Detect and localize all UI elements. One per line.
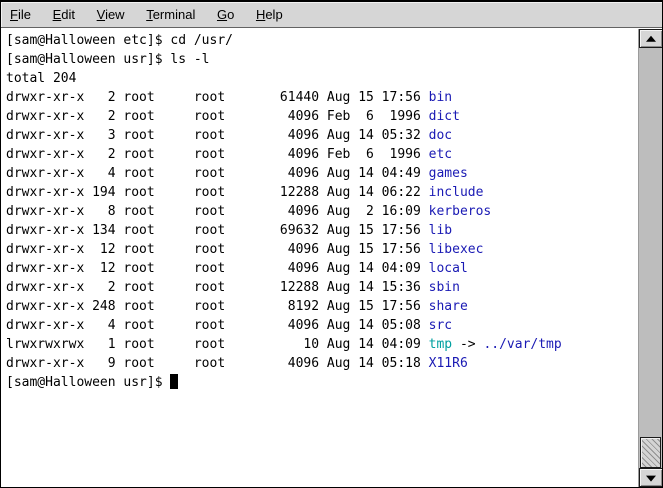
command-text: ls -l bbox=[170, 52, 210, 67]
terminal-line: drwxr-xr-x 12 root root 4096 Aug 15 17:5… bbox=[6, 240, 638, 259]
terminal-line: [sam@Halloween usr]$ ls -l bbox=[6, 50, 638, 69]
entry-name-directory: src bbox=[428, 318, 453, 333]
terminal-line: drwxr-xr-x 12 root root 4096 Aug 14 04:0… bbox=[6, 259, 638, 278]
terminal-line: drwxr-xr-x 134 root root 69632 Aug 15 17… bbox=[6, 221, 638, 240]
entry-name-directory: bin bbox=[428, 90, 453, 105]
entry-name-directory: games bbox=[428, 166, 468, 181]
entry-meta: drwxr-xr-x 3 root root 4096 Aug 14 05:32 bbox=[6, 128, 429, 143]
output-text: total 204 bbox=[6, 71, 77, 86]
entry-meta: drwxr-xr-x 194 root root 12288 Aug 14 06… bbox=[6, 185, 429, 200]
entry-name-directory: share bbox=[428, 299, 468, 314]
menu-edit[interactable]: Edit bbox=[52, 7, 75, 22]
scroll-thumb[interactable] bbox=[640, 437, 661, 468]
terminal-line: drwxr-xr-x 2 root root 61440 Aug 15 17:5… bbox=[6, 88, 638, 107]
symlink-target: ../var/tmp bbox=[483, 337, 562, 352]
scroll-up-button[interactable] bbox=[639, 29, 662, 48]
entry-meta: drwxr-xr-x 248 root root 8192 Aug 15 17:… bbox=[6, 299, 429, 314]
menu-view[interactable]: View bbox=[96, 7, 125, 22]
entry-meta: drwxr-xr-x 9 root root 4096 Aug 14 05:18 bbox=[6, 356, 429, 371]
terminal-line: total 204 bbox=[6, 69, 638, 88]
symlink-arrow: -> bbox=[452, 337, 484, 352]
terminal-line: drwxr-xr-x 248 root root 8192 Aug 15 17:… bbox=[6, 297, 638, 316]
entry-name-symlink: tmp bbox=[428, 337, 453, 352]
entry-name-directory: lib bbox=[428, 223, 453, 238]
terminal-output-area[interactable]: [sam@Halloween etc]$ cd /usr/[sam@Hallow… bbox=[1, 29, 638, 487]
entry-meta: drwxr-xr-x 4 root root 4096 Aug 14 05:08 bbox=[6, 318, 429, 333]
entry-name-directory: include bbox=[428, 185, 484, 200]
entry-meta: drwxr-xr-x 12 root root 4096 Aug 14 04:0… bbox=[6, 261, 429, 276]
terminal-line: drwxr-xr-x 3 root root 4096 Aug 14 05:32… bbox=[6, 126, 638, 145]
entry-name-directory: X11R6 bbox=[428, 356, 468, 371]
text-cursor bbox=[170, 374, 179, 389]
entry-name-directory: sbin bbox=[428, 280, 460, 295]
entry-meta: drwxr-xr-x 2 root root 61440 Aug 15 17:5… bbox=[6, 90, 429, 105]
terminal-line: drwxr-xr-x 194 root root 12288 Aug 14 06… bbox=[6, 183, 638, 202]
entry-meta: drwxr-xr-x 4 root root 4096 Aug 14 04:49 bbox=[6, 166, 429, 181]
entry-meta: lrwxrwxrwx 1 root root 10 Aug 14 04:09 bbox=[6, 337, 429, 352]
entry-name-directory: libexec bbox=[428, 242, 484, 257]
entry-name-directory: local bbox=[428, 261, 468, 276]
command-text: cd /usr/ bbox=[170, 33, 233, 48]
entry-meta: drwxr-xr-x 2 root root 4096 Feb 6 1996 bbox=[6, 109, 429, 124]
entry-meta: drwxr-xr-x 134 root root 69632 Aug 15 17… bbox=[6, 223, 429, 238]
terminal-line: drwxr-xr-x 8 root root 4096 Aug 2 16:09 … bbox=[6, 202, 638, 221]
shell-prompt: [sam@Halloween usr]$ bbox=[6, 375, 171, 390]
terminal-line: drwxr-xr-x 4 root root 4096 Aug 14 04:49… bbox=[6, 164, 638, 183]
menu-file[interactable]: File bbox=[10, 7, 31, 22]
menu-bar: File Edit View Terminal Go Help bbox=[1, 2, 662, 28]
entry-name-directory: doc bbox=[428, 128, 453, 143]
menu-help[interactable]: Help bbox=[255, 7, 283, 22]
terminal-line: lrwxrwxrwx 1 root root 10 Aug 14 04:09 t… bbox=[6, 335, 638, 354]
terminal-line: [sam@Halloween usr]$ bbox=[6, 373, 638, 392]
arrow-down-icon bbox=[646, 475, 656, 482]
entry-meta: drwxr-xr-x 2 root root 4096 Feb 6 1996 bbox=[6, 147, 429, 162]
terminal-line: drwxr-xr-x 9 root root 4096 Aug 14 05:18… bbox=[6, 354, 638, 373]
terminal-line: drwxr-xr-x 4 root root 4096 Aug 14 05:08… bbox=[6, 316, 638, 335]
shell-prompt: [sam@Halloween usr]$ bbox=[6, 52, 171, 67]
scrollbar[interactable] bbox=[638, 29, 662, 487]
terminal-line: [sam@Halloween etc]$ cd /usr/ bbox=[6, 31, 638, 50]
terminal-line: drwxr-xr-x 2 root root 12288 Aug 14 15:3… bbox=[6, 278, 638, 297]
entry-name-directory: kerberos bbox=[428, 204, 492, 219]
entry-meta: drwxr-xr-x 12 root root 4096 Aug 15 17:5… bbox=[6, 242, 429, 257]
menu-go[interactable]: Go bbox=[216, 7, 235, 22]
arrow-up-icon bbox=[646, 35, 656, 42]
scroll-down-button[interactable] bbox=[639, 468, 662, 487]
shell-prompt: [sam@Halloween etc]$ bbox=[6, 33, 171, 48]
terminal-line: drwxr-xr-x 2 root root 4096 Feb 6 1996 e… bbox=[6, 145, 638, 164]
menu-terminal[interactable]: Terminal bbox=[146, 7, 196, 22]
entry-name-directory: etc bbox=[428, 147, 453, 162]
entry-name-directory: dict bbox=[428, 109, 460, 124]
entry-meta: drwxr-xr-x 2 root root 12288 Aug 14 15:3… bbox=[6, 280, 429, 295]
terminal-line: drwxr-xr-x 2 root root 4096 Feb 6 1996 d… bbox=[6, 107, 638, 126]
entry-meta: drwxr-xr-x 8 root root 4096 Aug 2 16:09 bbox=[6, 204, 429, 219]
